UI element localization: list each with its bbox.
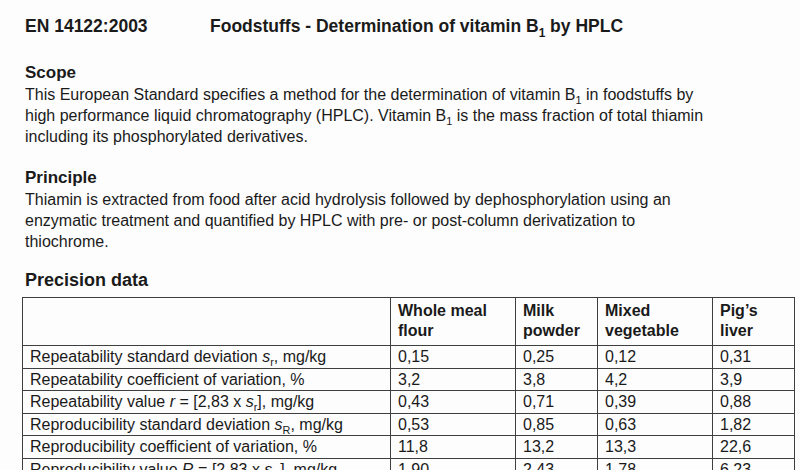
text-segment: Reproducibility value: [30, 461, 182, 470]
value-cell: 0,12: [598, 346, 713, 369]
doc-number: EN 14122:2003: [25, 16, 210, 37]
row-label: Reproducibility coefficient of variation…: [23, 436, 391, 459]
value-cell: 4,2: [598, 368, 713, 391]
document-title: Foodstuffs - Determination of vitamin B1…: [210, 16, 623, 36]
value-cell: 1,90: [391, 458, 516, 470]
text-segment: ], mg/kg: [280, 461, 337, 470]
italic-text: s: [275, 416, 283, 433]
text-segment: Reproducibility coefficient of variation…: [30, 438, 317, 455]
header-cell: Mixed vegetable: [598, 298, 713, 346]
text-segment: Repeatability coefficient of variation, …: [30, 371, 305, 388]
text-line: enzymatic treatment and quantified by HP…: [25, 210, 790, 231]
value-cell: 3,2: [391, 368, 516, 391]
value-cell: 1,78: [598, 458, 713, 470]
text-segment: Repeatability value: [30, 393, 170, 410]
text-line: Thiamin is extracted from food after aci…: [25, 189, 790, 210]
scope-heading: Scope: [25, 62, 790, 83]
principle-body: Thiamin is extracted from food after aci…: [25, 189, 790, 252]
row-label: Reproducibility standard deviation sR, m…: [23, 413, 391, 436]
value-cell: 6,23: [713, 458, 795, 470]
value-cell: 13,3: [598, 436, 713, 459]
precision-data-heading: Precision data: [25, 270, 790, 291]
text-segment: is the mass fraction of total thiamin: [452, 107, 703, 124]
text-segment: Repeatability standard deviation: [30, 348, 262, 365]
value-cell: 0,71: [516, 391, 598, 414]
row-label: Repeatability coefficient of variation, …: [23, 368, 391, 391]
row-label: Reproducibility value R = [2,83 x sR], m…: [23, 458, 391, 470]
text-segment: , mg/kg: [274, 348, 326, 365]
italic-text: R: [182, 461, 194, 470]
value-cell: 0,88: [713, 391, 795, 414]
document-page: EN 14122:2003Foodstuffs - Determination …: [0, 0, 800, 470]
table-row: Repeatability coefficient of variation, …: [23, 368, 795, 391]
header-cell: Pig’s liver: [713, 298, 795, 346]
text-segment: = [2,83 x: [194, 461, 265, 470]
header-cell: Milk powder: [516, 298, 598, 346]
text-segment: by HPLC: [545, 16, 623, 36]
table-row: Reproducibility value R = [2,83 x sR], m…: [23, 458, 795, 470]
value-cell: 0,63: [598, 413, 713, 436]
text-segment: This European Standard specifies a metho…: [25, 86, 576, 103]
table-row: Reproducibility coefficient of variation…: [23, 436, 795, 459]
text-segment: Thiamin is extracted from food after aci…: [25, 191, 671, 208]
value-cell: 0,39: [598, 391, 713, 414]
value-cell: 22,6: [713, 436, 795, 459]
value-cell: 0,85: [516, 413, 598, 436]
table-row: Reproducibility standard deviation sR, m…: [23, 413, 795, 436]
text-segment: , mg/kg: [290, 416, 342, 433]
text-segment: Foodstuffs - Determination of vitamin B: [210, 16, 539, 36]
text-segment: high performance liquid chromatography (…: [25, 107, 446, 124]
section-principle: Principle Thiamin is extracted from food…: [25, 167, 790, 252]
header-cell-blank: [23, 298, 391, 346]
text-segment: enzymatic treatment and quantified by HP…: [25, 212, 635, 229]
value-cell: 13,2: [516, 436, 598, 459]
table-row: Repeatability standard deviation sr, mg/…: [23, 346, 795, 369]
text-segment: in foodstuffs by: [582, 86, 694, 103]
text-segment: ], mg/kg: [257, 393, 314, 410]
section-scope: Scope This European Standard specifies a…: [25, 62, 790, 147]
document-title-row: EN 14122:2003Foodstuffs - Determination …: [25, 16, 790, 37]
value-cell: 0,53: [391, 413, 516, 436]
text-line: thiochrome.: [25, 231, 790, 252]
value-cell: 1,82: [713, 413, 795, 436]
value-cell: 0,43: [391, 391, 516, 414]
precision-table-body: Repeatability standard deviation sr, mg/…: [23, 346, 795, 470]
table-row: Repeatability value r = [2,83 x sr], mg/…: [23, 391, 795, 414]
text-segment: = [2,83 x: [175, 393, 246, 410]
row-label: Repeatability standard deviation sr, mg/…: [23, 346, 391, 369]
table-header-row: Whole meal flourMilk powderMixed vegetab…: [23, 298, 795, 346]
value-cell: 0,31: [713, 346, 795, 369]
header-cell: Whole meal flour: [391, 298, 516, 346]
text-line: This European Standard specifies a metho…: [25, 84, 790, 105]
text-line: including its phosphorylated derivatives…: [25, 126, 790, 147]
italic-text: s: [246, 393, 254, 410]
precision-table: Whole meal flourMilk powderMixed vegetab…: [22, 297, 795, 470]
scope-body: This European Standard specifies a metho…: [25, 84, 790, 147]
text-segment: Reproducibility standard deviation: [30, 416, 275, 433]
value-cell: 3,9: [713, 368, 795, 391]
row-label: Repeatability value r = [2,83 x sr], mg/…: [23, 391, 391, 414]
text-line: high performance liquid chromatography (…: [25, 105, 790, 126]
value-cell: 11,8: [391, 436, 516, 459]
value-cell: 2,43: [516, 458, 598, 470]
value-cell: 3,8: [516, 368, 598, 391]
text-segment: thiochrome.: [25, 233, 109, 250]
text-segment: including its phosphorylated derivatives…: [25, 128, 308, 145]
italic-text: s: [262, 348, 270, 365]
principle-heading: Principle: [25, 167, 790, 188]
value-cell: 0,15: [391, 346, 516, 369]
value-cell: 0,25: [516, 346, 598, 369]
